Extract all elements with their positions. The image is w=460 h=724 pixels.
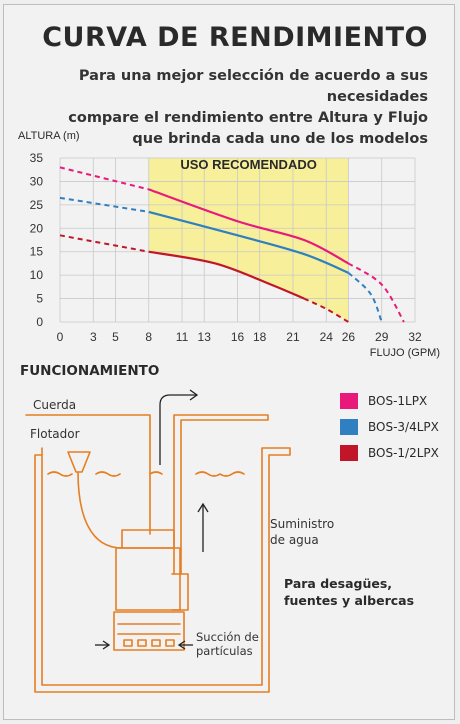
legend-label: BOS-1LPX <box>368 394 428 408</box>
pump-outlet <box>171 573 189 611</box>
discharge-pipe <box>173 414 269 575</box>
series-line-dashed <box>59 196 149 213</box>
x-tick-label: 5 <box>112 330 119 344</box>
x-tick-label: 26 <box>342 330 356 344</box>
series-line-dashed <box>347 272 383 323</box>
series-line-dashed <box>59 166 149 191</box>
y-tick-label: 35 <box>30 151 44 165</box>
supply-label-line: Suministro <box>270 517 335 531</box>
tank-outline <box>34 447 291 693</box>
x-tick-label: 24 <box>320 330 334 344</box>
subtitle-line: compare el rendimiento entre Altura y Fl… <box>68 110 428 126</box>
x-tick-label: 8 <box>145 330 152 344</box>
legend-item: BOS-3/4LPX <box>340 414 439 440</box>
legend-swatch <box>340 419 358 435</box>
page-title: CURVA DE RENDIMIENTO <box>42 22 428 53</box>
usage-line: fuentes y albercas <box>284 593 415 608</box>
water-surface <box>47 471 245 477</box>
x-tick-label: 32 <box>408 330 422 344</box>
series-line-dashed <box>347 262 405 323</box>
subtitle-line: Para una mejor selección de acuerdo a su… <box>78 68 428 105</box>
x-tick-label: 21 <box>286 330 300 344</box>
usage-line: Para desagües, <box>284 576 393 591</box>
pump-body <box>115 547 181 611</box>
suction-label: Succión de partículas <box>196 630 259 658</box>
y-tick-label: 15 <box>30 245 44 259</box>
float-body <box>67 451 91 473</box>
float-cable <box>77 471 123 549</box>
legend-item: BOS-1LPX <box>340 388 439 414</box>
y-tick-label: 10 <box>30 268 44 282</box>
series-line <box>148 188 349 265</box>
suction-label-line: partículas <box>196 644 253 658</box>
supply-label: Suministro de agua <box>270 516 334 548</box>
series-line-dashed <box>59 234 149 253</box>
x-tick-label: 29 <box>375 330 389 344</box>
performance-card <box>3 4 455 720</box>
performance-chart: USO RECOMENDADO ALTURA (m) FLUJO (GPM) 0 5 10… <box>18 130 440 359</box>
y-tick-label: 5 <box>36 292 43 306</box>
x-tick-label: 0 <box>57 330 64 344</box>
pump-top <box>121 529 175 549</box>
x-tick-label: 13 <box>198 330 212 344</box>
series-line <box>148 210 349 274</box>
chart-legend: BOS-1LPX BOS-3/4LPX BOS-1/2LPX <box>340 388 439 466</box>
subtitle-line: que brinda cada uno de los modelos <box>132 131 428 147</box>
legend-item: BOS-1/2LPX <box>340 440 439 466</box>
y-tick-label: 25 <box>30 198 44 212</box>
legend-swatch <box>340 393 358 409</box>
legend-label: BOS-1/2LPX <box>368 446 439 460</box>
y-tick-label: 0 <box>36 315 43 329</box>
suction-label-line: Succión de <box>196 630 259 644</box>
series-line <box>148 250 305 300</box>
x-tick-label: 16 <box>231 330 245 344</box>
page-subtitle: Para una mejor selección de acuerdo a su… <box>8 66 428 150</box>
pump-base <box>113 611 185 651</box>
zone-label: USO RECOMENDADO <box>180 157 317 172</box>
float-label: Flotador <box>30 427 80 441</box>
x-tick-label: 3 <box>90 330 97 344</box>
rope-label: Cuerda <box>33 398 77 412</box>
x-tick-label: 11 <box>176 330 189 344</box>
legend-label: BOS-3/4LPX <box>368 420 439 434</box>
y-tick-label: 30 <box>30 174 44 188</box>
discharge-arrow <box>159 394 196 465</box>
usage-description: Para desagües, fuentes y albercas <box>284 575 424 609</box>
functioning-title: FUNCIONAMIENTO <box>20 363 160 379</box>
legend-swatch <box>340 445 358 461</box>
x-axis-label: FLUJO (GPM) <box>370 347 440 359</box>
rope-line <box>25 414 151 535</box>
supply-label-line: de agua <box>270 533 319 547</box>
y-axis-label: ALTURA (m) <box>18 130 80 142</box>
recommended-zone <box>148 158 349 322</box>
y-tick-label: 20 <box>30 221 44 235</box>
x-tick-label: 18 <box>253 330 267 344</box>
